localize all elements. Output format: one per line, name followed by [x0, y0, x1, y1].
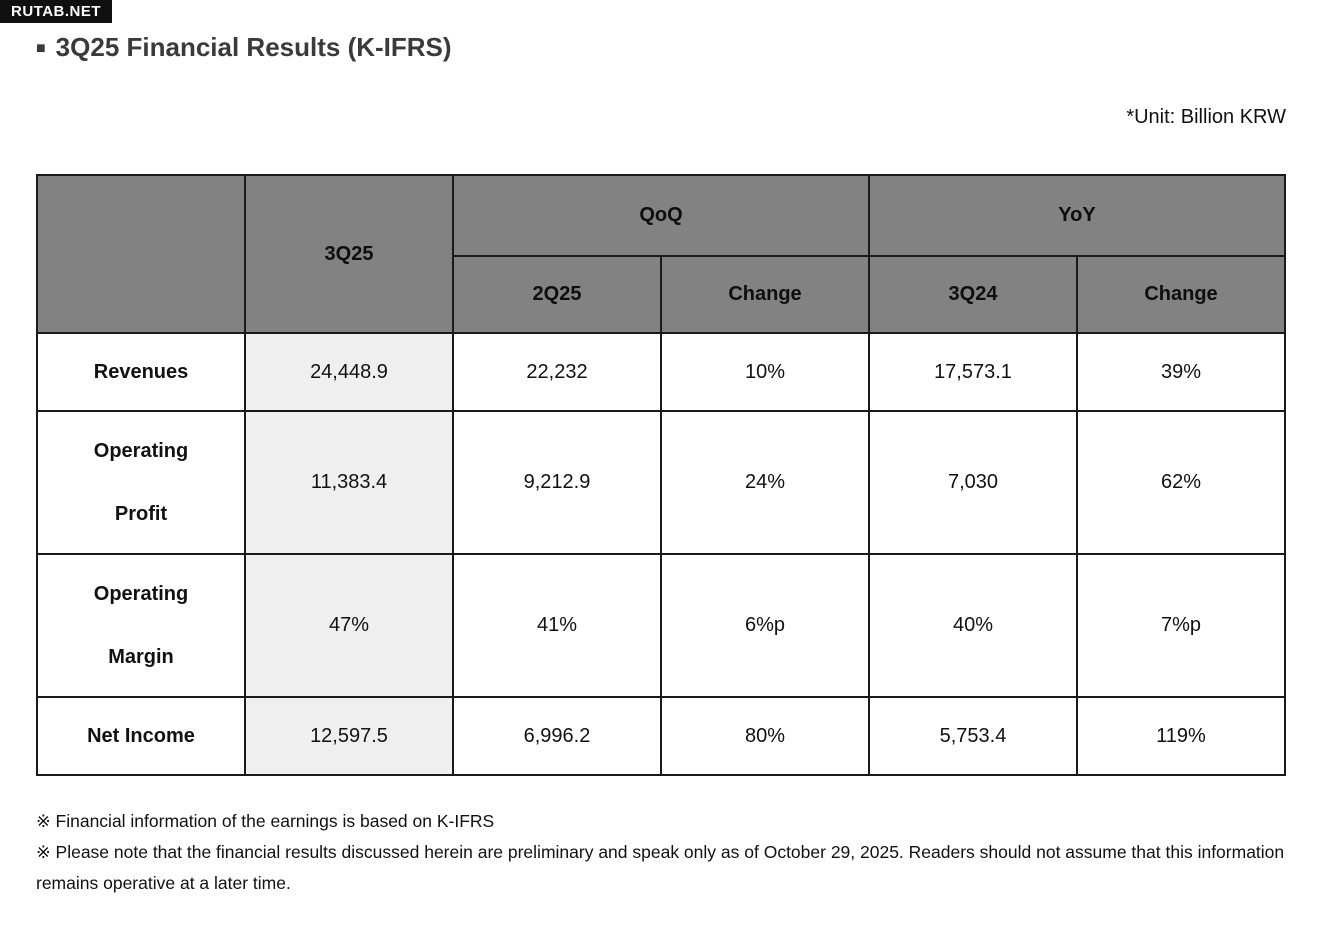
site-watermark-badge: RUTAB.NET	[0, 0, 113, 23]
operating-margin-qoq-change: 6%p	[660, 553, 870, 698]
row-label-operating-margin: Operating Margin	[36, 553, 246, 698]
footnote-disclaimer: ※ Please note that the financial results…	[36, 842, 1285, 893]
header-group-yoy: YoY	[868, 174, 1286, 257]
operating-margin-qoq-prev-value: 41%	[452, 553, 662, 698]
table-row-operating-margin: Operating Margin 47% 41% 6%p 40% 7%p	[36, 553, 1286, 698]
revenues-qoq-change: 10%	[660, 332, 870, 412]
row-label-net-income: Net Income	[36, 696, 246, 776]
header-current-quarter: 3Q25	[244, 174, 454, 334]
header-group-qoq: QoQ	[452, 174, 870, 257]
net-income-yoy-prev-value: 5,753.4	[868, 696, 1078, 776]
footnotes: ※ Financial information of the earnings …	[36, 806, 1288, 899]
footnote-kifrs: ※ Financial information of the earnings …	[36, 811, 495, 831]
operating-profit-qoq-prev-value: 9,212.9	[452, 410, 662, 555]
revenues-qoq-prev-value: 22,232	[452, 332, 662, 412]
operating-profit-yoy-prev-value: 7,030	[868, 410, 1078, 555]
operating-profit-qoq-change: 24%	[660, 410, 870, 555]
header-corner-cell	[36, 174, 246, 334]
page-title: ■ 3Q25 Financial Results (K-IFRS)	[36, 32, 452, 63]
revenues-yoy-change: 39%	[1076, 332, 1286, 412]
financial-results-table: 3Q25 QoQ YoY 2Q25 Change 3Q24 Change Rev…	[36, 174, 1286, 776]
table-row-operating-profit: Operating Profit 11,383.4 9,212.9 24% 7,…	[36, 410, 1286, 555]
net-income-qoq-prev-value: 6,996.2	[452, 696, 662, 776]
net-income-yoy-change: 119%	[1076, 696, 1286, 776]
revenues-current-value: 24,448.9	[244, 332, 454, 412]
operating-margin-yoy-change: 7%p	[1076, 553, 1286, 698]
header-yoy-prev-quarter: 3Q24	[868, 255, 1078, 334]
operating-margin-yoy-prev-value: 40%	[868, 553, 1078, 698]
title-bullet-icon: ■	[36, 39, 46, 57]
table-row-revenues: Revenues 24,448.9 22,232 10% 17,573.1 39…	[36, 332, 1286, 412]
header-qoq-prev-quarter: 2Q25	[452, 255, 662, 334]
row-label-operating-profit: Operating Profit	[36, 410, 246, 555]
operating-profit-yoy-change: 62%	[1076, 410, 1286, 555]
header-yoy-change: Change	[1076, 255, 1286, 334]
unit-note: *Unit: Billion KRW	[1126, 106, 1286, 128]
page-title-text: 3Q25 Financial Results (K-IFRS)	[55, 32, 452, 62]
revenues-yoy-prev-value: 17,573.1	[868, 332, 1078, 412]
operating-profit-current-value: 11,383.4	[244, 410, 454, 555]
table-row-net-income: Net Income 12,597.5 6,996.2 80% 5,753.4 …	[36, 696, 1286, 776]
header-qoq-change: Change	[660, 255, 870, 334]
net-income-qoq-change: 80%	[660, 696, 870, 776]
operating-margin-current-value: 47%	[244, 553, 454, 698]
row-label-revenues: Revenues	[36, 332, 246, 412]
net-income-current-value: 12,597.5	[244, 696, 454, 776]
